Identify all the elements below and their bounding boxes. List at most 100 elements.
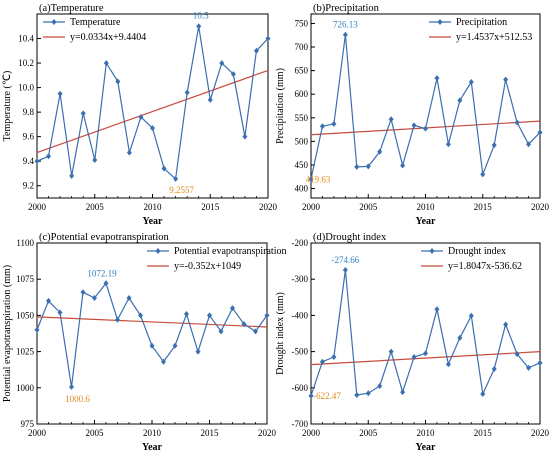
y-tick-label: 600 [295, 89, 309, 99]
y-tick-label: 10.0 [18, 83, 34, 93]
data-point [34, 158, 40, 165]
data-point [46, 153, 52, 160]
data-point [126, 295, 132, 302]
x-tick-label: 2010 [144, 202, 163, 212]
data-point [411, 122, 417, 129]
data-point [480, 390, 486, 397]
y-tick-label: 750 [295, 18, 309, 28]
data-point [434, 75, 440, 82]
legend-trend-label: y=0.0334x+9.4404 [70, 32, 146, 43]
x-tick-label: 2015 [201, 202, 220, 212]
data-point [319, 358, 325, 365]
x-tick-label: 2000 [302, 428, 321, 438]
y-tick-label: 650 [295, 66, 309, 76]
data-point [115, 78, 121, 85]
x-tick-label: 2015 [474, 202, 493, 212]
data-point [103, 60, 109, 67]
data-point [103, 280, 109, 287]
chart-pet: 2000 2005 2010 2015 2020 975 1000 1025 1050 1075 1… [2, 232, 286, 453]
data-point [411, 354, 417, 361]
data-point [115, 316, 120, 323]
series-line [36, 282, 268, 387]
data-point [138, 312, 143, 319]
data-point [457, 97, 463, 104]
legend-trend-label: y=-0.352x+1049 [174, 261, 241, 272]
data-point [34, 326, 40, 333]
data-point [230, 71, 236, 78]
x-tick-label: 2005 [86, 428, 105, 438]
data-point [445, 141, 451, 148]
data-point [388, 348, 394, 355]
data-point [365, 390, 371, 397]
y-tick-label: -600 [292, 383, 309, 393]
trend-line [36, 316, 268, 328]
data-point [526, 364, 532, 371]
data-point [445, 361, 451, 368]
data-point [80, 289, 86, 296]
y-tick-label: 1075 [16, 274, 35, 284]
data-point [423, 125, 428, 132]
data-point [265, 35, 271, 42]
data-point [354, 392, 360, 399]
data-point [230, 305, 235, 312]
x-tick-label: 2010 [417, 202, 436, 212]
data-point [503, 76, 509, 83]
x-tick-label: 2020 [258, 428, 277, 438]
data-point [92, 156, 98, 163]
y-tick-label: 700 [295, 42, 309, 52]
data-point [400, 389, 406, 396]
data-point [126, 149, 132, 156]
chart-temp: 2000 2005 2010 2015 2020 9.2 9.4 9.6 9.8 10.0 10.2… [2, 3, 278, 227]
data-point [80, 110, 86, 117]
chart-title: (d)Drought index [313, 232, 387, 243]
chart-precip: 2000 2005 2010 2015 2020 400 450 500 550 600 650 70… [275, 3, 550, 227]
data-point [319, 123, 325, 130]
data-point [480, 171, 486, 178]
y-axis-label: Drought index (mm) [275, 292, 286, 375]
data-point [253, 328, 258, 335]
data-point [377, 148, 383, 155]
y-tick-label: 9.2 [23, 181, 34, 191]
legend-trend-label: y=1.4537x+512.53 [456, 32, 532, 43]
data-point [342, 31, 348, 38]
y-tick-label: -400 [292, 310, 309, 320]
y-tick-label: 10.2 [18, 58, 34, 68]
x-tick-label: 2010 [143, 428, 162, 438]
x-tick-label: 2015 [201, 428, 220, 438]
data-point [69, 383, 74, 390]
data-point [342, 267, 348, 274]
x-tick-label: 2020 [531, 428, 550, 438]
legend-series-label: Potential evapotranspiration [174, 246, 286, 257]
series-line [36, 26, 269, 181]
legend-trend-label: y=1.8047x-536.62 [448, 261, 522, 272]
legend-series-label: Temperature [70, 17, 121, 28]
data-point [331, 120, 337, 127]
data-point [172, 342, 178, 349]
y-tick-label: 975 [21, 419, 35, 429]
data-point [57, 90, 63, 97]
data-point [377, 382, 383, 389]
legend-marker [51, 19, 57, 25]
data-point [354, 163, 360, 170]
data-point [161, 358, 166, 365]
y-tick-label: 9.4 [23, 156, 35, 166]
data-point [138, 114, 144, 121]
legend-series-label: Precipitation [456, 17, 507, 28]
data-point [219, 60, 225, 67]
data-point [491, 142, 497, 149]
legend-marker [437, 19, 443, 25]
chart-title: (c)Potential evapotranspiration [39, 232, 169, 243]
data-point [457, 334, 463, 341]
data-point [57, 309, 63, 316]
data-point [526, 141, 532, 148]
data-point [161, 165, 167, 172]
chart-drought: 2000 2005 2010 2015 2020 -700 -600 -500 -400 -300… [275, 232, 550, 453]
y-axis-label: Precipitation (mm) [275, 68, 286, 144]
chart-title: (a)Temperature [39, 3, 104, 14]
x-tick-label: 2000 [28, 202, 47, 212]
x-tick-label: 2000 [28, 428, 47, 438]
data-point [468, 78, 474, 85]
y-tick-label: 1000 [16, 383, 35, 393]
y-axis-label: Temperature (℃) [2, 71, 13, 142]
y-axis-label: Potential evapotranspiration (mm) [2, 265, 13, 402]
